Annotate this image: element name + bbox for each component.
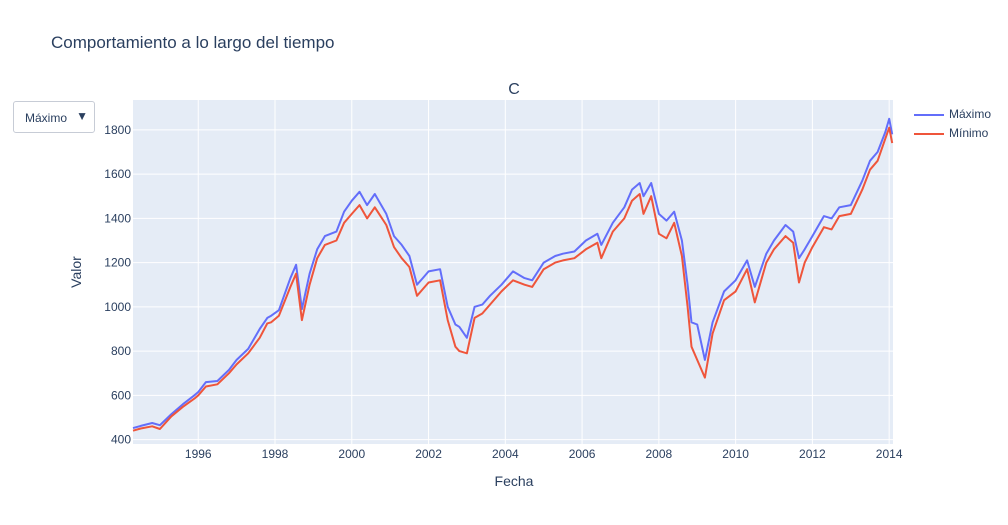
y-tick-label: 800: [111, 344, 131, 358]
y-tick-label: 1400: [104, 211, 131, 225]
x-tick-label: 2004: [492, 447, 519, 461]
x-axis-label: Fecha: [495, 473, 534, 489]
y-grid: [133, 129, 893, 441]
x-tick-label: 2010: [722, 447, 749, 461]
legend-swatch-maximo: [914, 114, 944, 116]
dropdown-selected-label: Máximo: [25, 111, 68, 125]
x-tick-label: 2014: [876, 447, 903, 461]
x-tick-labels: 1996 1998 2000 2002 2004 2006 2008 2010 2012 2014: [185, 447, 903, 461]
y-tick-label: 1000: [104, 300, 131, 314]
y-axis-label: Valor: [68, 256, 84, 288]
chart-subtitle: C: [508, 81, 520, 98]
y-tick-label: 1200: [104, 256, 131, 270]
y-tick-label: 1800: [104, 123, 131, 137]
legend-swatch-minimo: [914, 133, 944, 135]
x-tick-label: 1996: [185, 447, 212, 461]
x-grid: [197, 100, 890, 444]
x-tick-label: 2000: [338, 447, 365, 461]
y-tick-label: 600: [111, 388, 131, 402]
chevron-down-icon: ▼: [76, 109, 88, 123]
y-tick-label: 400: [111, 433, 131, 447]
series-line-maximo: [132, 117, 894, 430]
chart-title: Comportamiento a lo largo del tiempo: [51, 33, 335, 52]
series-lines: [132, 117, 894, 432]
x-tick-label: 2002: [415, 447, 442, 461]
x-tick-label: 2006: [569, 447, 596, 461]
x-tick-label: 2012: [799, 447, 826, 461]
legend-label-maximo: Máximo: [949, 107, 992, 121]
y-tick-label: 1600: [104, 167, 131, 181]
x-tick-label: 1998: [262, 447, 289, 461]
series-line-minimo: [132, 126, 894, 432]
y-tick-labels: 400 600 800 1000 1200 1400 1600 1800: [104, 123, 131, 447]
series-dropdown[interactable]: Máximo ▼: [13, 101, 95, 133]
legend-label-minimo: Mínimo: [949, 126, 989, 140]
x-tick-label: 2008: [646, 447, 673, 461]
